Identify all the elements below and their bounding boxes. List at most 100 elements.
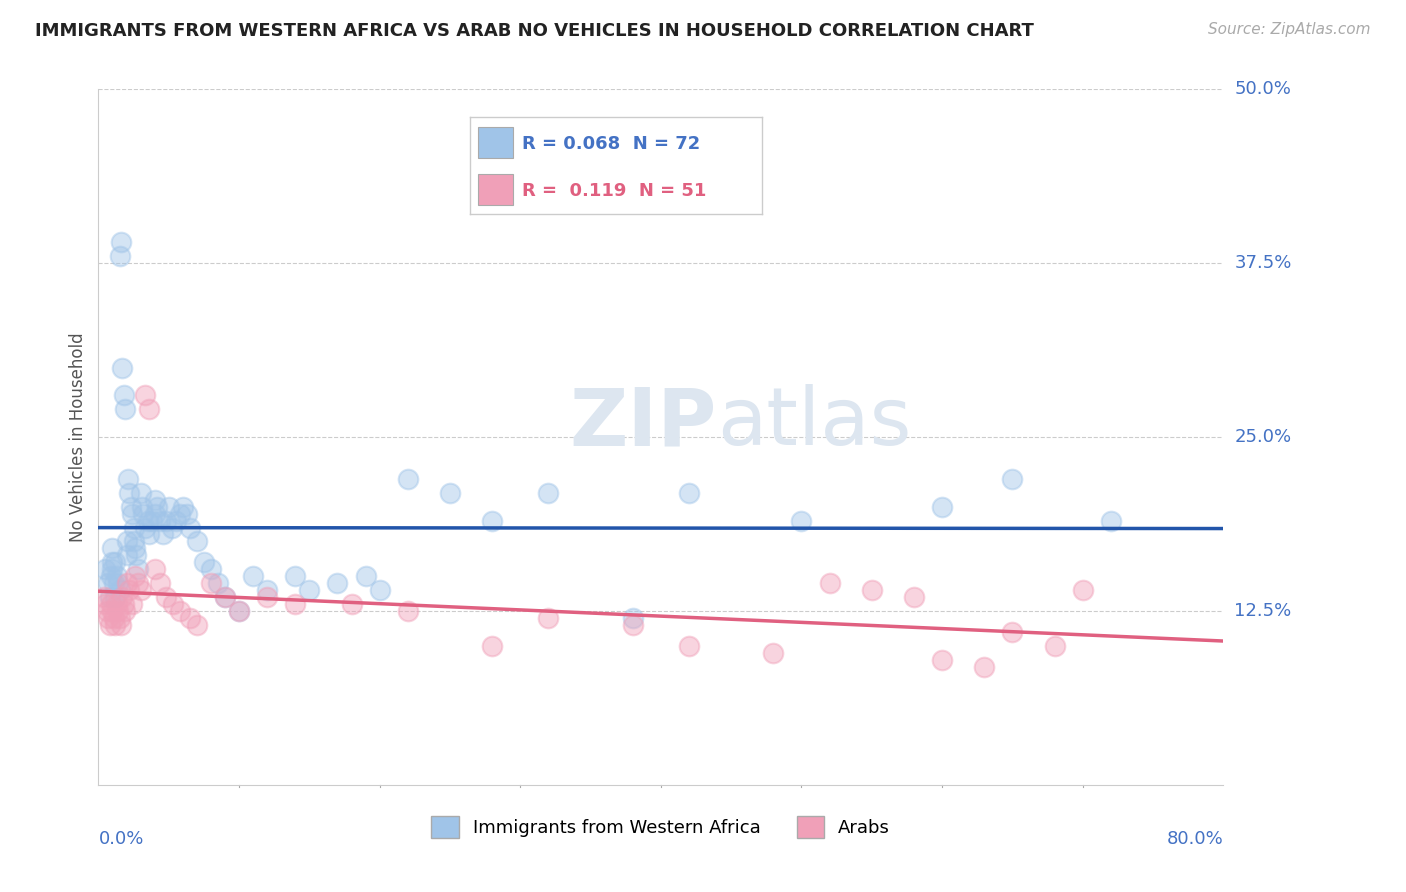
Point bbox=[860, 583, 883, 598]
Text: 80.0%: 80.0% bbox=[1167, 830, 1223, 848]
Point bbox=[105, 569, 128, 583]
Point bbox=[94, 597, 117, 611]
Text: 0.0%: 0.0% bbox=[98, 830, 143, 848]
Point bbox=[107, 576, 129, 591]
Text: ZIP: ZIP bbox=[569, 384, 717, 462]
Point bbox=[214, 590, 236, 604]
Point bbox=[105, 597, 128, 611]
Point bbox=[97, 576, 120, 591]
Point bbox=[481, 639, 503, 653]
Point bbox=[110, 235, 132, 250]
Point bbox=[138, 402, 160, 417]
Point bbox=[108, 249, 131, 263]
Point bbox=[103, 611, 125, 625]
Point bbox=[179, 520, 201, 534]
Point bbox=[108, 611, 131, 625]
Point bbox=[97, 611, 120, 625]
Point bbox=[108, 583, 131, 598]
Point bbox=[143, 492, 166, 507]
Point bbox=[125, 549, 148, 563]
Point bbox=[537, 611, 560, 625]
Point bbox=[1099, 514, 1122, 528]
Point bbox=[114, 402, 136, 417]
Point bbox=[396, 472, 419, 486]
Point bbox=[155, 590, 177, 604]
Point bbox=[103, 576, 125, 591]
Point bbox=[120, 500, 142, 514]
Point bbox=[115, 534, 138, 549]
Point bbox=[138, 527, 160, 541]
Legend: Immigrants from Western Africa, Arabs: Immigrants from Western Africa, Arabs bbox=[425, 809, 897, 846]
Point bbox=[1071, 583, 1094, 598]
Point bbox=[107, 604, 129, 618]
Text: atlas: atlas bbox=[717, 384, 911, 462]
Point bbox=[146, 500, 169, 514]
Point bbox=[132, 507, 155, 521]
Point bbox=[160, 520, 183, 534]
Point bbox=[621, 611, 644, 625]
Point bbox=[818, 576, 841, 591]
Point bbox=[131, 500, 153, 514]
Point bbox=[111, 590, 134, 604]
Point bbox=[1043, 639, 1066, 653]
Point bbox=[127, 576, 149, 591]
Point bbox=[122, 520, 145, 534]
Point bbox=[439, 485, 461, 500]
Point bbox=[141, 514, 163, 528]
Point bbox=[256, 590, 278, 604]
Point bbox=[127, 562, 149, 576]
Point bbox=[101, 541, 124, 556]
Point bbox=[98, 590, 121, 604]
Point bbox=[326, 576, 349, 591]
Point bbox=[121, 597, 143, 611]
Point bbox=[790, 514, 813, 528]
Point bbox=[93, 590, 115, 604]
Text: 12.5%: 12.5% bbox=[1234, 602, 1292, 620]
Point bbox=[284, 597, 307, 611]
Point bbox=[678, 639, 700, 653]
Point bbox=[537, 485, 560, 500]
Point bbox=[242, 569, 264, 583]
Point bbox=[228, 604, 250, 618]
Point bbox=[298, 583, 321, 598]
Point bbox=[396, 604, 419, 618]
Point bbox=[117, 472, 139, 486]
Point bbox=[129, 583, 152, 598]
Point bbox=[122, 534, 145, 549]
Point bbox=[115, 576, 138, 591]
Point bbox=[124, 569, 146, 583]
Point bbox=[118, 583, 141, 598]
Point bbox=[129, 485, 152, 500]
Point bbox=[111, 360, 134, 375]
Point bbox=[481, 514, 503, 528]
Point bbox=[143, 507, 166, 521]
Point bbox=[110, 618, 132, 632]
Point bbox=[200, 576, 222, 591]
Point bbox=[1001, 472, 1024, 486]
Point bbox=[149, 514, 172, 528]
Point bbox=[186, 534, 208, 549]
Text: IMMIGRANTS FROM WESTERN AFRICA VS ARAB NO VEHICLES IN HOUSEHOLD CORRELATION CHAR: IMMIGRANTS FROM WESTERN AFRICA VS ARAB N… bbox=[35, 22, 1033, 40]
Point bbox=[621, 618, 644, 632]
Point bbox=[143, 562, 166, 576]
Y-axis label: No Vehicles in Household: No Vehicles in Household bbox=[69, 332, 87, 542]
Point bbox=[172, 500, 194, 514]
Point bbox=[112, 388, 135, 402]
Point bbox=[101, 555, 124, 569]
Point bbox=[973, 659, 995, 673]
Point bbox=[169, 604, 191, 618]
Point bbox=[118, 485, 141, 500]
Point bbox=[115, 549, 138, 563]
Point bbox=[162, 597, 184, 611]
Point bbox=[228, 604, 250, 618]
Point bbox=[256, 583, 278, 598]
Point bbox=[903, 590, 925, 604]
Point bbox=[214, 590, 236, 604]
Point bbox=[157, 500, 180, 514]
Point bbox=[101, 604, 124, 618]
Point bbox=[134, 388, 156, 402]
Point bbox=[340, 597, 363, 611]
Point bbox=[176, 507, 198, 521]
Text: Source: ZipAtlas.com: Source: ZipAtlas.com bbox=[1208, 22, 1371, 37]
Point bbox=[121, 507, 143, 521]
